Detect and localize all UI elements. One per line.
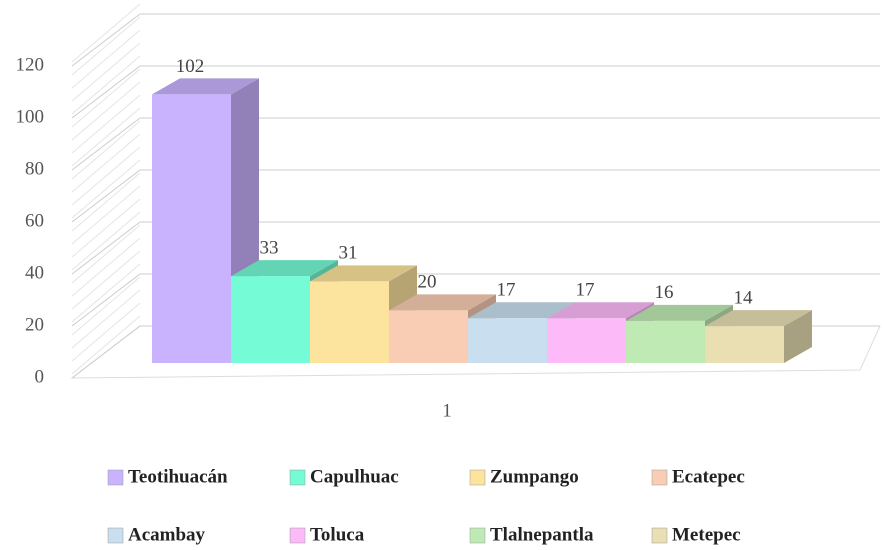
wall-line [71,302,141,362]
y-tick-label: 80 [25,158,44,179]
bar [389,310,468,363]
wall-line [71,198,141,258]
legend-swatch [107,527,124,544]
legend-label: Toluca [310,524,365,545]
legend-label: Capulhuac [310,466,399,487]
grid-line [71,169,141,223]
bar [231,276,310,363]
data-label: 17 [576,280,595,301]
legend-item: Zumpango [469,466,579,487]
wall-line [71,81,141,141]
bar [310,281,389,363]
bar-top [310,265,417,282]
x-tick-label: 1 [442,400,452,421]
data-label: 17 [497,280,516,301]
wall-line [71,3,141,63]
legend-item: Acambay [107,524,206,545]
legend-swatch [289,469,306,486]
bar-top [626,304,733,321]
grid-line [71,65,141,119]
wall-line [71,172,141,232]
bar-top [705,310,812,327]
y-tick-label: 0 [35,366,45,387]
bar-top [547,302,654,319]
data-label: 31 [339,243,358,264]
data-label: 102 [176,56,205,77]
data-label: 14 [734,287,754,308]
y-tick-label: 120 [16,54,45,75]
wall-line [71,276,141,336]
legend-label: Acambay [128,524,206,545]
legend-label: Ecatepec [672,466,745,487]
bar-side [784,310,812,363]
wall-line [71,42,141,102]
wall-line [71,16,141,76]
wall-line [71,289,141,349]
bar-top [389,294,496,311]
bar-top [152,78,259,95]
wall-line [71,211,141,271]
y-tick-label: 40 [25,262,44,283]
wall-line [71,263,141,323]
legend-swatch [469,527,486,544]
wall-line [71,250,141,310]
data-label: 20 [418,272,437,293]
legend-swatch [469,469,486,486]
legend-swatch [651,527,668,544]
bar [705,326,784,363]
wall-line [71,237,141,297]
wall-line [71,94,141,154]
wall-line [71,185,141,245]
wall-line [71,120,141,180]
legend-item: Tlalnepantla [469,524,594,545]
legend-label: Tlalnepantla [490,524,594,545]
wall-line [71,146,141,206]
wall-line [71,315,141,375]
legend-label: Zumpango [490,466,579,487]
bar [152,94,231,364]
legend-swatch [289,527,306,544]
legend-item: Toluca [289,524,365,545]
grid-line [71,325,141,379]
y-tick-label: 100 [16,106,45,127]
bar [468,318,547,363]
wall-line [71,107,141,167]
data-label: 33 [260,237,279,258]
bar [626,320,705,363]
bars: 102 33 31 20 17 17 16 14 1 [152,56,812,421]
data-label: 16 [655,282,674,303]
wall-line [71,55,141,115]
wall-line [71,133,141,193]
legend-item: Ecatepec [651,466,745,487]
grid-line [71,13,141,67]
y-tick-label: 60 [25,210,44,231]
legend-swatch [107,469,124,486]
wall-line [71,29,141,89]
bar [547,318,626,363]
grid-line [71,117,141,171]
legend: Teotihuacán Capulhuac Zumpango Ecatepec Acam… [107,466,745,545]
bar-top [468,302,575,319]
wall-line [71,159,141,219]
wall-line [71,68,141,128]
legend-item: Capulhuac [289,466,399,487]
legend-item: Teotihuacán [107,466,228,487]
bar-top [231,260,338,277]
y-tick-label: 20 [25,314,44,335]
wall-line [71,224,141,284]
legend-swatch [651,469,668,486]
grid-line [71,273,141,327]
legend-item: Metepec [651,524,741,545]
legend-label: Metepec [672,524,741,545]
walls: 0 20 40 60 80 100 120 [16,3,881,387]
legend-label: Teotihuacán [128,466,228,487]
grid-line [71,221,141,275]
